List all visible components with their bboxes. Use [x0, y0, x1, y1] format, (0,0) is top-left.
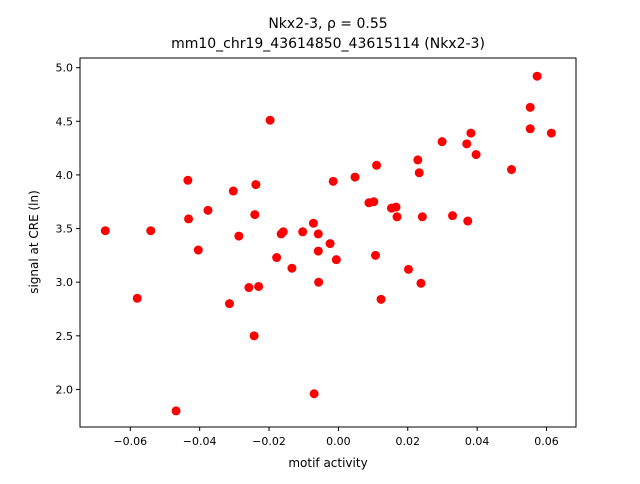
data-point [272, 253, 282, 263]
data-point [371, 250, 381, 260]
data-point [525, 124, 535, 134]
data-point [403, 264, 413, 274]
data-point [466, 128, 476, 138]
data-point [313, 229, 323, 239]
data-point [251, 180, 261, 190]
data-point [193, 245, 203, 255]
data-point [546, 128, 556, 138]
data-point [308, 218, 318, 228]
data-point [287, 263, 297, 273]
chart-title-line1: Nkx2-3, ρ = 0.55 [268, 16, 387, 32]
data-point [416, 278, 426, 288]
data-point [244, 283, 254, 293]
plot-frame [79, 57, 577, 428]
y-tick-label: 5.0 [56, 62, 74, 75]
data-point [184, 214, 194, 224]
data-point [417, 212, 427, 222]
y-tick-label: 4.5 [56, 115, 74, 128]
data-point [224, 299, 234, 309]
y-tick-label: 4.0 [56, 169, 74, 182]
data-point [369, 197, 379, 207]
x-tick-label: −0.04 [183, 435, 217, 448]
data-point [328, 176, 338, 186]
data-point [532, 71, 542, 81]
data-point [313, 246, 323, 256]
data-point [203, 205, 213, 215]
x-tick-label: 0.00 [326, 435, 351, 448]
x-axis-label: motif activity [288, 456, 367, 470]
data-point [506, 165, 516, 175]
data-point [298, 227, 308, 237]
data-point [525, 102, 535, 112]
x-tick-label: 0.02 [396, 435, 421, 448]
data-point [309, 389, 319, 399]
data-point [146, 226, 156, 236]
data-point [228, 186, 238, 196]
data-point [448, 211, 458, 221]
x-tick-label: 0.04 [465, 435, 490, 448]
data-point [265, 115, 275, 125]
y-tick-label: 2.0 [56, 383, 74, 396]
data-point [372, 160, 382, 170]
y-axis-label: signal at CRE (ln) [27, 190, 41, 294]
data-point [132, 293, 142, 303]
y-tick-label: 2.5 [56, 330, 74, 343]
data-point [391, 202, 401, 212]
data-point [437, 137, 447, 147]
data-point [376, 294, 386, 304]
y-tick-label: 3.5 [56, 223, 74, 236]
x-tick-label: −0.06 [113, 435, 147, 448]
y-axis-ticks: 2.0 2.5 3.0 3.5 4.0 4.5 5.0 [56, 62, 80, 396]
data-point [171, 406, 181, 416]
data-point [249, 331, 259, 341]
data-point [463, 216, 473, 226]
data-point [392, 212, 402, 222]
data-point [350, 172, 360, 182]
data-point [325, 239, 335, 249]
data-point [413, 155, 423, 165]
data-point [462, 139, 472, 149]
chart-title-line2: mm10_chr19_43614850_43615114 (Nkx2-3) [171, 36, 485, 52]
points-layer [100, 71, 556, 416]
x-tick-label: 0.06 [534, 435, 559, 448]
x-axis-ticks: −0.06 −0.04 −0.02 0.00 0.02 0.04 0.06 [113, 427, 559, 448]
data-point [331, 255, 341, 265]
data-point [254, 281, 264, 291]
x-tick-label: −0.02 [252, 435, 286, 448]
data-point [234, 231, 244, 241]
data-point [414, 168, 424, 178]
data-point [278, 227, 288, 237]
data-point [471, 150, 481, 160]
y-tick-label: 3.0 [56, 276, 74, 289]
data-point [314, 277, 324, 287]
data-point [183, 175, 193, 185]
data-point [100, 226, 110, 236]
data-point [250, 210, 260, 220]
